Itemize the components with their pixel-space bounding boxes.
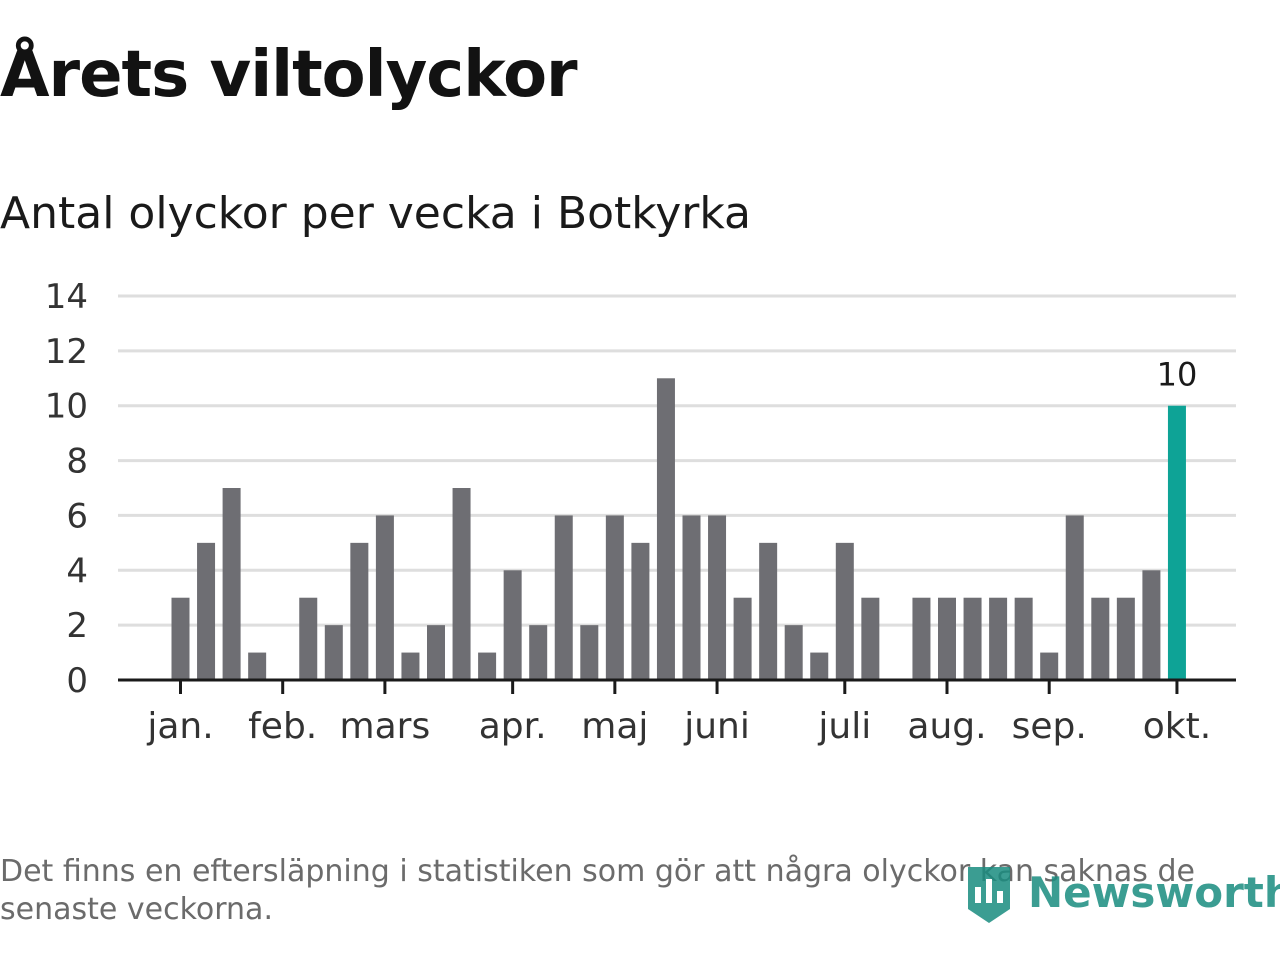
- x-tick-label: aug.: [907, 706, 986, 747]
- bar: [810, 652, 829, 680]
- bar: [989, 597, 1008, 680]
- bar: [1065, 515, 1084, 680]
- bar: [784, 625, 803, 680]
- x-tick-label: apr.: [479, 706, 547, 747]
- bar: [861, 597, 880, 680]
- bar: [478, 652, 497, 680]
- x-tick-label: mars: [340, 706, 431, 747]
- logo-text: Newsworthy: [1028, 867, 1280, 917]
- bar: [1091, 597, 1110, 680]
- bar: [580, 625, 599, 680]
- bar: [963, 597, 982, 680]
- chart-subtitle: Antal olyckor per vecka i Botkyrka: [0, 188, 752, 239]
- y-tick-label: 10: [45, 387, 88, 427]
- bar: [350, 542, 369, 680]
- highlighted-bar: [1167, 405, 1186, 680]
- bar: [835, 542, 854, 680]
- bar: [427, 625, 445, 680]
- bar: [733, 597, 752, 680]
- y-tick-label: 12: [45, 332, 88, 372]
- bar: [605, 515, 624, 680]
- bar: [682, 515, 701, 680]
- bar: [401, 652, 420, 680]
- bar: [248, 652, 267, 680]
- bar: [222, 488, 241, 680]
- x-tick-label: maj: [581, 706, 648, 747]
- bar: [759, 542, 778, 680]
- x-tick-label: sep.: [1012, 706, 1087, 747]
- y-tick-label: 14: [45, 277, 88, 317]
- newsworthy-logo: Newsworthy: [964, 856, 1280, 928]
- bar: [452, 488, 471, 680]
- bar: [197, 542, 216, 680]
- bar: [938, 597, 956, 680]
- newsworthy-logo-icon: [968, 867, 1010, 923]
- y-tick-label: 4: [66, 551, 88, 591]
- x-tick-label: feb.: [248, 706, 317, 747]
- x-tick-label: juni: [683, 706, 750, 747]
- bar: [631, 542, 650, 680]
- bar: [503, 570, 522, 680]
- bar: [171, 597, 190, 680]
- y-tick-label: 6: [66, 496, 88, 536]
- y-axis-ticks: 0 2 4 6 8 10 12 14: [45, 277, 88, 701]
- x-axis-ticks: jan. feb. mars apr. maj juni juli aug. sep. okt.: [146, 680, 1211, 747]
- y-tick-label: 8: [66, 442, 88, 482]
- bar: [656, 378, 675, 680]
- bar: [324, 625, 343, 680]
- bar: [1116, 597, 1135, 680]
- bar: [1142, 570, 1161, 680]
- bar: [529, 625, 548, 680]
- y-tick-label: 2: [66, 606, 88, 646]
- chart-title: Årets viltolyckor: [0, 38, 578, 112]
- bar: [299, 597, 318, 680]
- data-label: 10: [1157, 356, 1198, 394]
- bar: [1040, 652, 1059, 680]
- x-tick-label: okt.: [1143, 706, 1211, 747]
- bar: [554, 515, 573, 680]
- bar: [375, 515, 394, 680]
- x-tick-label: jan.: [146, 706, 213, 747]
- bar: [1014, 597, 1033, 680]
- bar: [912, 597, 931, 680]
- bars: [171, 378, 1186, 680]
- y-tick-label: 0: [66, 661, 88, 701]
- bar: [708, 515, 727, 680]
- x-tick-label: juli: [817, 706, 871, 747]
- data-labels: 10: [1157, 356, 1198, 394]
